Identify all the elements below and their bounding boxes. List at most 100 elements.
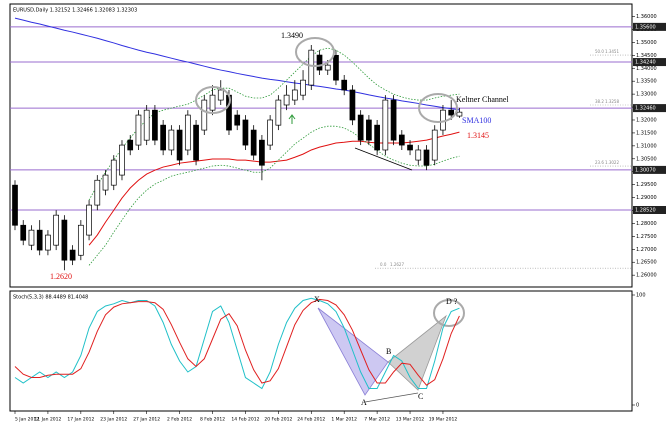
y-tick-label: 1.29500	[636, 182, 657, 188]
candle-body	[36, 229, 43, 251]
y-tick-label: 1.35000	[636, 40, 657, 46]
y-tick-label: 1.34000	[636, 66, 657, 72]
candle-body	[234, 114, 241, 126]
stoch-title: Stoch(5,3,3) 88.4489 81.4048	[13, 295, 88, 301]
main-overlays: 1.3490 Keltner Channel SMA100 1.3145 1.2…	[50, 31, 509, 407]
candle-body	[152, 109, 158, 141]
fib-level: 0.0	[380, 262, 387, 267]
x-tick-label: 8 Feb 2012	[200, 417, 225, 423]
annotation: 1.2620	[50, 272, 72, 281]
candle-body	[357, 114, 364, 141]
highlight-circle	[295, 37, 335, 67]
overlay-line	[88, 131, 460, 246]
candle-body	[217, 89, 224, 101]
candle-body	[45, 234, 51, 251]
candle-body	[127, 139, 134, 151]
candle-body	[20, 224, 27, 241]
x-tick-label: 24 Feb 2012	[297, 417, 325, 423]
candle-body	[242, 119, 249, 146]
level-label-box	[633, 22, 666, 31]
level-label: 1.28520	[635, 207, 656, 213]
annotation: 1.3490	[281, 31, 303, 40]
fib-price: 1.3451	[605, 49, 619, 54]
candle-body	[431, 129, 438, 161]
arrow	[288, 114, 296, 124]
x-tick-label: 5 Jan 2012	[15, 417, 39, 423]
candle-body	[110, 159, 117, 186]
y-tick-label: 1.26500	[636, 260, 657, 266]
candle-body	[193, 124, 199, 161]
level-label-box	[633, 104, 666, 113]
annotation: D ?	[446, 297, 458, 306]
x-tick-label: 19 Mar 2012	[429, 417, 458, 423]
candle-body	[423, 149, 430, 166]
y-tick-label: 1.34500	[636, 53, 657, 59]
highlight-circle	[433, 299, 465, 327]
y-tick-label: 1.36000	[636, 14, 657, 20]
x-tick-label: 20 Feb 2012	[264, 417, 292, 423]
candle-body	[77, 224, 84, 256]
candle-body	[201, 99, 208, 131]
candle-body	[176, 129, 183, 161]
pattern-ac	[364, 392, 419, 403]
y-tick-label: 1.28000	[636, 221, 657, 227]
fib-price: 1.3258	[605, 99, 619, 104]
pattern-bcd	[387, 314, 447, 391]
overlay-line	[88, 47, 460, 201]
x-tick-label: 2 Feb 2012	[167, 417, 192, 423]
annotation: C	[418, 392, 423, 401]
level-label-box	[633, 165, 666, 174]
candle-body	[61, 219, 68, 261]
candle-body	[250, 129, 257, 156]
candle-body	[366, 119, 372, 141]
fib-level: 23.6	[595, 160, 604, 165]
level-label-box	[633, 58, 666, 67]
y-tick-label: 1.26000	[636, 273, 657, 279]
candle-body	[300, 79, 306, 96]
stoch-line	[14, 297, 460, 390]
y-tick-label: 1.32000	[636, 117, 657, 123]
annotation: X	[314, 295, 320, 304]
x-tick-label: 13 Mar 2012	[396, 417, 425, 423]
x-tick-label: 27 Jan 2012	[133, 417, 160, 423]
level-label-box	[633, 205, 666, 214]
candle-body	[69, 249, 76, 261]
marks: 1.26000 1.26500 1.27000 1.27500 1.28000 1.285…	[10, 14, 666, 423]
highlight-circle	[418, 93, 458, 123]
candle-body	[12, 184, 18, 226]
candle-body	[119, 144, 125, 176]
annotation: B	[386, 347, 391, 356]
main-frame	[9, 3, 633, 288]
candle-body	[94, 179, 101, 206]
y-tick-label: 0	[636, 403, 639, 409]
candle-body	[407, 144, 413, 151]
x-tick-label: 17 Jan 2012	[67, 417, 94, 423]
highlight-circle	[195, 86, 231, 114]
level-label: 1.32460	[635, 106, 656, 112]
annotation: A	[361, 398, 367, 407]
candle-body	[456, 111, 463, 117]
y-tick-label: 1.27500	[636, 234, 657, 240]
x-tick-label: 23 Jan 2012	[100, 417, 127, 423]
level-label: 1.35600	[635, 24, 656, 30]
candle-body	[53, 214, 60, 246]
candle-body	[448, 109, 455, 116]
candle-body	[291, 89, 298, 101]
level-label: 1.34240	[635, 60, 656, 66]
candle-body	[86, 204, 92, 236]
candle-body	[209, 94, 216, 111]
candle-body	[184, 114, 191, 151]
candle-body	[341, 79, 348, 91]
header: EURUSD,Daily 1.32152 1.32466 1.32083 1.3…	[13, 8, 137, 14]
candle-body	[275, 99, 282, 126]
candle-body	[267, 119, 273, 146]
candle-body	[28, 229, 35, 246]
candle-body	[308, 49, 315, 86]
candle-body	[374, 124, 380, 151]
candle-body	[382, 99, 389, 151]
x-tick-label: 14 Feb 2012	[231, 417, 259, 423]
candle-body	[259, 139, 265, 166]
fib-level: 38.2	[595, 99, 604, 104]
fib-price: 1.3022	[605, 160, 619, 165]
